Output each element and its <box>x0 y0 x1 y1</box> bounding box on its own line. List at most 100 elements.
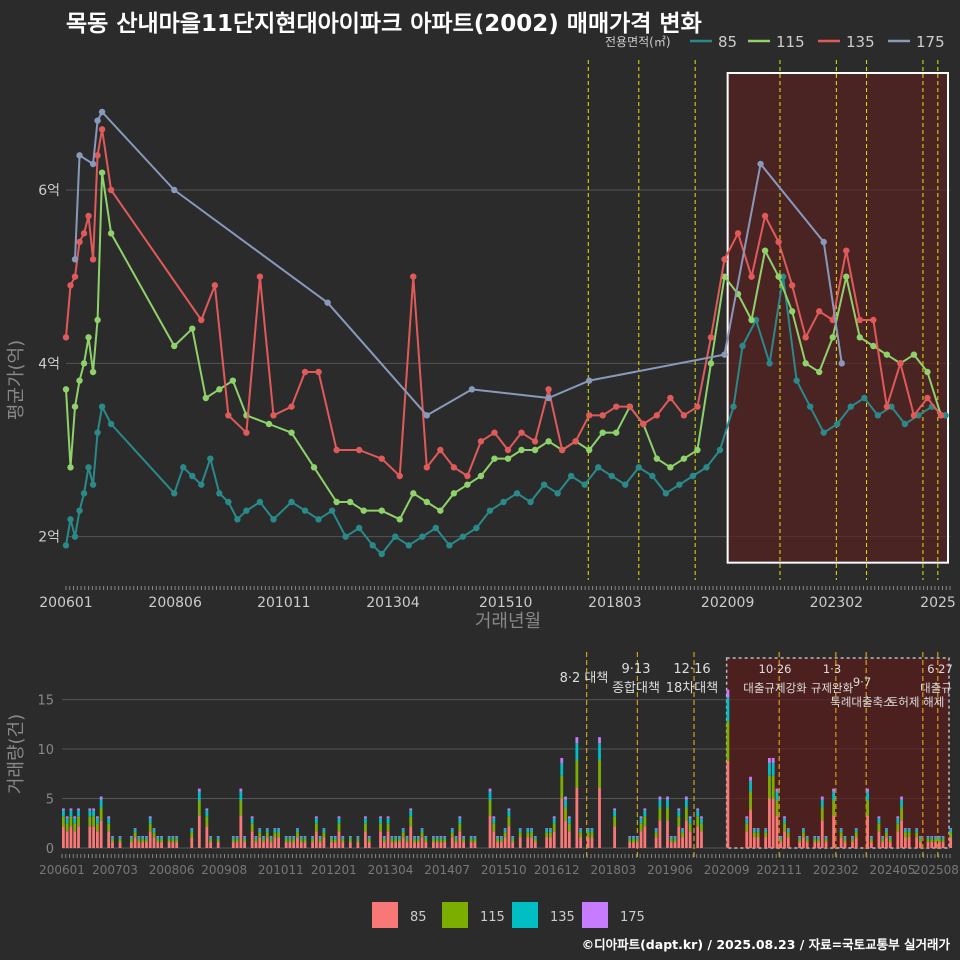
point-115-2 <box>71 403 79 410</box>
bar-2020-1-2 <box>700 818 703 824</box>
bar-2015-7-3 <box>496 836 499 838</box>
bar-2018-7-2 <box>632 837 635 840</box>
bar-2023-5-0 <box>851 842 854 848</box>
x-tick-label-1: 200806 <box>148 595 202 611</box>
bar-2006-9-0 <box>95 831 99 848</box>
bar-x-tick-16: 202508 <box>913 863 959 877</box>
bar-2007-9-0 <box>141 842 145 848</box>
bar-2015-5-1 <box>488 800 492 816</box>
bar-2024-3-3 <box>888 836 892 838</box>
bar-2022-3-2 <box>798 837 802 840</box>
point-135-47 <box>734 230 742 237</box>
bar-2025-2-1 <box>930 839 934 843</box>
bar-2018-2-3 <box>613 808 617 811</box>
point-135-37 <box>599 412 606 419</box>
point-85-50 <box>676 481 683 488</box>
bar-2017-8-1 <box>590 832 594 838</box>
bar-2007-3-3 <box>118 836 122 838</box>
point-135-50 <box>775 238 782 246</box>
bar-2023-10-3 <box>869 836 873 838</box>
point-135-46 <box>721 256 728 263</box>
bar-2025-7-1 <box>949 832 953 838</box>
bar-2010-3-1 <box>254 839 258 843</box>
bar-2014-5-1 <box>443 839 447 843</box>
bar-2024-0-2 <box>877 818 881 824</box>
bar-2013-8-3 <box>409 808 413 811</box>
bar-2013-2-2 <box>386 818 390 824</box>
point-85-32 <box>432 524 440 532</box>
chart-title: 목동 산내마을11단지현대아이파크 아파트(2002) 매매가격 변화 <box>66 11 702 37</box>
bar-2012-6-1 <box>356 839 360 843</box>
bar-2019-6-3 <box>673 836 677 838</box>
bar-2015-6-1 <box>492 823 496 832</box>
bar-2017-4-1 <box>575 759 579 788</box>
bar-2017-7-0 <box>586 837 590 848</box>
bar-2010-8-3 <box>273 828 277 830</box>
point-175-11 <box>721 351 728 358</box>
bar-2010-7-0 <box>269 842 273 848</box>
point-115-12 <box>202 394 210 402</box>
bar-2015-11-0 <box>511 842 515 848</box>
bar-2010-8-1 <box>273 832 277 838</box>
bar-2010-2-2 <box>250 818 254 824</box>
point-135-14 <box>256 273 264 280</box>
point-135-42 <box>667 394 674 402</box>
bar-2014-2-2 <box>432 837 435 840</box>
bar-2010-4-2 <box>258 829 262 833</box>
bar-2015-7-1 <box>496 839 499 843</box>
point-115-30 <box>491 455 498 462</box>
bar-2017-4-0 <box>575 787 579 848</box>
point-85-6 <box>89 481 97 488</box>
bar-2009-0-3 <box>197 788 201 792</box>
bar-2017-1-2 <box>564 799 567 808</box>
bar-2014-8-0 <box>454 842 458 848</box>
bar-2021-1-2 <box>745 818 749 824</box>
bar-2014-3-3 <box>435 836 439 838</box>
bar-2024-3-1 <box>888 839 892 843</box>
bar-2014-8-3 <box>454 836 458 838</box>
bar-2006-10-3 <box>99 796 103 800</box>
bar-2024-2-3 <box>885 828 888 830</box>
point-115-24 <box>410 490 417 497</box>
bar-2017-0-3 <box>560 757 564 763</box>
point-175-12 <box>757 160 764 168</box>
bar-2015-7-0 <box>496 842 499 848</box>
bar-2024-6-2 <box>900 799 903 808</box>
series-line-115 <box>65 171 942 521</box>
bar-2018-9-3 <box>639 816 643 819</box>
bar-x-tick-9: 201612 <box>534 863 580 877</box>
bar-2006-2-1 <box>69 816 73 827</box>
bar-2008-1-1 <box>156 839 160 843</box>
point-175-2 <box>89 160 97 168</box>
bar-2007-6-0 <box>129 842 133 848</box>
bar-2012-8-2 <box>364 818 367 824</box>
bar-2008-2-3 <box>160 836 163 838</box>
bar-2006-0-3 <box>62 808 65 811</box>
point-115-42 <box>653 455 661 462</box>
point-85-40 <box>540 481 548 488</box>
bar-2007-9-2 <box>141 837 145 840</box>
point-85-39 <box>527 498 534 506</box>
point-175-9 <box>545 394 552 402</box>
bar-2025-7-3 <box>949 828 953 830</box>
bar-2013-6-2 <box>401 829 405 833</box>
bar-2022-0-1 <box>786 832 790 838</box>
bar-2018-9-1 <box>639 823 643 832</box>
bar-2021-10-2 <box>779 837 783 840</box>
bar-2010-5-1 <box>262 839 265 843</box>
bar-2017-4-3 <box>575 737 579 744</box>
bottom-legend-label-175: 175 <box>620 910 645 925</box>
point-135-17 <box>301 368 309 376</box>
point-115-28 <box>464 481 471 488</box>
bar-2014-3-1 <box>435 839 439 843</box>
point-135-34 <box>558 446 566 454</box>
point-115-17 <box>288 429 295 436</box>
point-135-26 <box>450 464 458 471</box>
bar-2021-9-2 <box>775 791 779 801</box>
point-115-62 <box>924 368 931 376</box>
bar-2018-2-1 <box>613 816 617 827</box>
bar-2016-1-2 <box>518 829 522 833</box>
bottom-legend-swatch-135 <box>512 902 538 928</box>
bar-2014-2-0 <box>432 842 435 848</box>
point-115-52 <box>788 308 796 315</box>
